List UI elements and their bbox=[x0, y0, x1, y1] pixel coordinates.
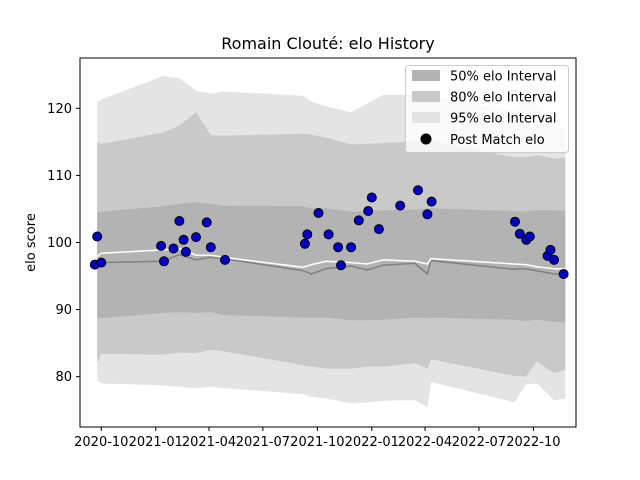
chart-title: Romain Clouté: elo History bbox=[221, 34, 434, 53]
legend-swatch-80 bbox=[412, 91, 440, 102]
post-match-point bbox=[174, 216, 185, 226]
post-match-point bbox=[558, 269, 569, 279]
post-match-point bbox=[92, 231, 103, 242]
post-match-point bbox=[302, 229, 313, 240]
x-tick-label: 2022-01 bbox=[345, 435, 399, 450]
x-tick-label: 2021-04 bbox=[182, 435, 236, 450]
post-match-point bbox=[168, 243, 179, 254]
legend-label-post-match: Post Match elo bbox=[450, 133, 545, 148]
x-tick-label: 2021-10 bbox=[290, 435, 344, 450]
x-tick-label: 2021-01 bbox=[129, 435, 183, 450]
x-tick-label: 2021-07 bbox=[236, 435, 290, 450]
post-match-point bbox=[220, 254, 230, 265]
post-match-point bbox=[323, 229, 334, 240]
post-match-point bbox=[422, 209, 433, 220]
y-tick-label: 120 bbox=[47, 102, 72, 117]
x-tick-label: 2020-10 bbox=[74, 435, 128, 450]
y-tick-label: 100 bbox=[47, 236, 72, 251]
post-match-point bbox=[333, 242, 344, 253]
post-match-point bbox=[299, 238, 310, 249]
post-match-point bbox=[545, 244, 556, 255]
x-tick-label: 2022-04 bbox=[398, 435, 452, 450]
post-match-point bbox=[336, 260, 346, 271]
post-match-point bbox=[413, 185, 423, 196]
y-axis-label: elo score bbox=[24, 213, 39, 272]
post-match-point bbox=[205, 242, 216, 253]
post-match-point bbox=[514, 228, 525, 239]
post-match-point bbox=[201, 217, 212, 228]
legend-label-95: 95% elo Interval bbox=[450, 112, 557, 127]
post-match-point bbox=[395, 200, 406, 211]
post-match-point bbox=[363, 206, 374, 216]
post-match-point bbox=[191, 232, 201, 243]
post-match-point bbox=[180, 246, 191, 257]
post-match-point bbox=[346, 242, 357, 253]
post-match-point bbox=[313, 208, 324, 218]
post-match-point bbox=[373, 224, 384, 235]
legend-label-50: 50% elo Interval bbox=[450, 70, 557, 85]
legend-frame bbox=[405, 65, 569, 153]
y-tick-label: 90 bbox=[55, 303, 72, 318]
legend-swatch-95 bbox=[412, 112, 440, 123]
y-axis: 80 90 100 110 120 bbox=[47, 102, 80, 385]
post-match-point bbox=[510, 216, 520, 227]
post-match-point bbox=[353, 215, 364, 226]
post-match-point bbox=[549, 254, 560, 265]
post-match-point bbox=[178, 234, 189, 245]
post-match-point bbox=[156, 240, 167, 251]
x-tick-label: 2022-10 bbox=[506, 435, 560, 450]
legend-swatch-50 bbox=[412, 70, 440, 81]
post-match-point bbox=[96, 257, 107, 268]
y-tick-label: 80 bbox=[55, 370, 72, 385]
x-tick-label: 2022-07 bbox=[452, 435, 506, 450]
post-match-point bbox=[366, 192, 377, 203]
legend-marker-post-match bbox=[420, 133, 432, 145]
legend: 50% elo Interval 80% elo Interval 95% el… bbox=[405, 65, 569, 153]
legend-label-80: 80% elo Interval bbox=[450, 91, 557, 106]
plot-area bbox=[89, 76, 569, 407]
post-match-point bbox=[159, 256, 169, 267]
post-match-point bbox=[524, 231, 535, 242]
y-tick-label: 110 bbox=[47, 169, 72, 184]
post-match-point bbox=[426, 196, 437, 207]
